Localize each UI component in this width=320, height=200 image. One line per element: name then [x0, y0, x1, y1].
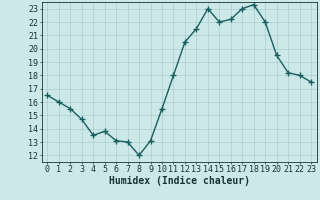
X-axis label: Humidex (Indice chaleur): Humidex (Indice chaleur) — [109, 176, 250, 186]
